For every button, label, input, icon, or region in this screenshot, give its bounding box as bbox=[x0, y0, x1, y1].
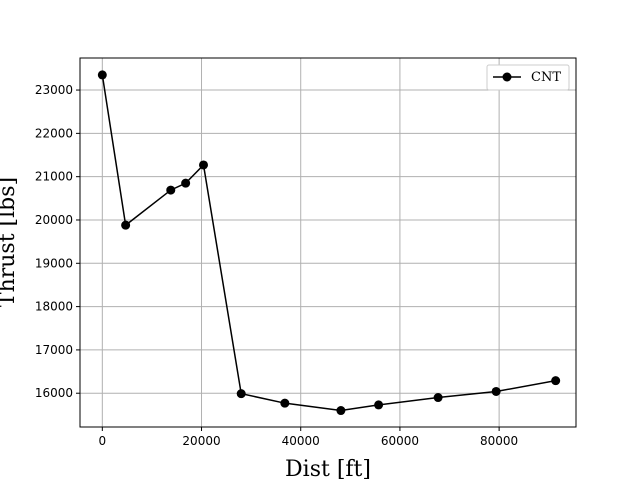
y-tick-label: 20000 bbox=[35, 213, 73, 227]
x-tick-label: 0 bbox=[98, 434, 106, 448]
legend-label-cnt: CNT bbox=[531, 70, 561, 85]
x-tick-label: 60000 bbox=[381, 434, 419, 448]
data-point bbox=[280, 398, 290, 408]
data-point bbox=[491, 386, 501, 396]
x-tick-label: 40000 bbox=[282, 434, 320, 448]
y-tick-label: 18000 bbox=[35, 300, 73, 314]
y-axis-label: Thrust [lbs] bbox=[0, 177, 20, 307]
legend-box bbox=[486, 64, 570, 91]
x-axis-ticks: 0 20000 40000 60000 80000 bbox=[98, 427, 518, 448]
data-point bbox=[374, 400, 384, 410]
y-tick-label: 22000 bbox=[35, 126, 73, 140]
legend: CNT bbox=[486, 64, 570, 91]
data-point bbox=[181, 178, 191, 188]
y-tick-label: 17000 bbox=[35, 343, 73, 357]
legend-marker bbox=[502, 72, 512, 82]
y-axis-ticks: 16000 17000 18000 19000 20000 21000 22000 23000 bbox=[35, 83, 80, 400]
y-tick-label: 23000 bbox=[35, 83, 73, 97]
data-point bbox=[433, 393, 443, 403]
data-point bbox=[166, 185, 176, 195]
x-tick-label: 80000 bbox=[480, 434, 518, 448]
y-tick-label: 16000 bbox=[35, 386, 73, 400]
data-point bbox=[336, 406, 346, 416]
y-tick-label: 21000 bbox=[35, 170, 73, 184]
data-point bbox=[199, 160, 209, 170]
y-tick-label: 19000 bbox=[35, 256, 73, 270]
series-group bbox=[97, 70, 561, 416]
data-point bbox=[551, 376, 561, 386]
data-point bbox=[121, 220, 131, 230]
series-line-cnt bbox=[101, 74, 556, 412]
x-axis-label: Dist [ft] bbox=[285, 457, 371, 480]
data-point bbox=[236, 389, 246, 399]
plot-frame bbox=[79, 57, 577, 428]
x-tick-label: 20000 bbox=[182, 434, 220, 448]
data-point bbox=[97, 70, 107, 80]
grid-lines bbox=[80, 58, 576, 427]
